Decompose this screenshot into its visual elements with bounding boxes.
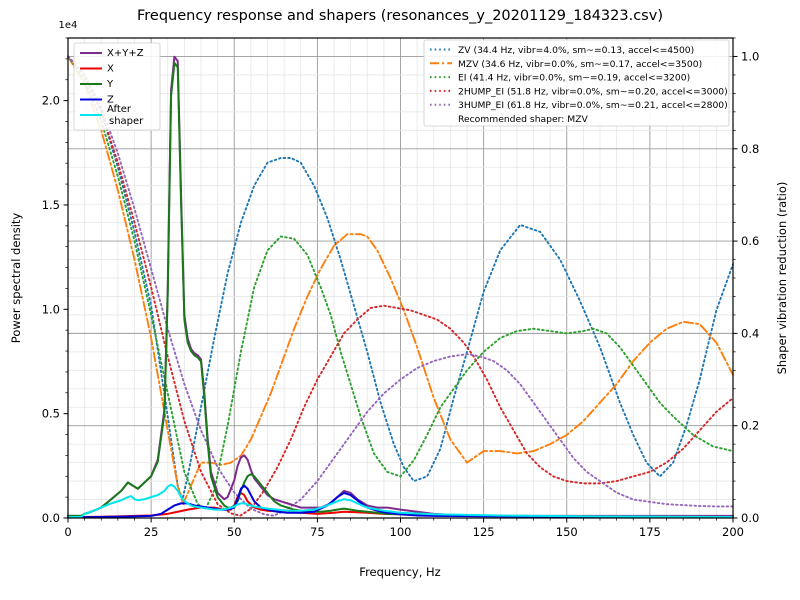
legend-shapers[interactable]: ZV (34.4 Hz, vibr=4.0%, sm~=0.13, accel<…	[423, 39, 730, 127]
x-tick-label: 200	[722, 525, 744, 539]
legend-label: Y	[106, 79, 114, 90]
legend-psd-box	[73, 42, 161, 131]
psd-curve-z	[67, 484, 734, 519]
legend-item-zv[interactable]: ZV (34.4 Hz, vibr=4.0%, sm~=0.13, accel<…	[430, 45, 694, 56]
y-tick-label: 0.5	[42, 407, 60, 421]
y-right-tick-label: 0.6	[741, 234, 759, 248]
legend-label: shaper	[109, 116, 144, 127]
legend-item-z[interactable]: Z	[80, 95, 114, 106]
chart-title: Frequency response and shapers (resonanc…	[137, 8, 663, 24]
legend-label: 3HUMP_EI (61.8 Hz, vibr=0.0%, sm~=0.21, …	[458, 100, 728, 111]
legend-item-x-y-z[interactable]: X+Y+Z	[80, 48, 144, 59]
y-tick-label: 0.0	[42, 511, 60, 525]
legend-item-y[interactable]: Y	[80, 79, 114, 90]
y-axis-right-label: Shaper vibration reduction (ratio)	[775, 182, 789, 375]
recommended-shaper-text: Recommended shaper: MZV	[458, 114, 588, 125]
y-right-tick-label: 1.0	[741, 49, 759, 63]
legend-label: 2HUMP_EI (51.8 Hz, vibr=0.0%, sm~=0.20, …	[458, 86, 728, 97]
y-right-tick-label: 0.8	[741, 142, 759, 156]
data-series-layer	[67, 55, 734, 519]
legend-item-mzv[interactable]: MZV (34.6 Hz, vibr=0.0%, sm~=0.17, accel…	[430, 59, 702, 70]
y-right-tick-label: 0.0	[741, 511, 759, 525]
legend-item-x[interactable]: X	[80, 64, 114, 75]
legend-label: EI (41.4 Hz, vibr=0.0%, sm~=0.19, accel<…	[458, 73, 690, 84]
y-tick-label: 1.5	[42, 198, 60, 212]
x-tick-label: 0	[64, 525, 71, 539]
legend-label: MZV (34.6 Hz, vibr=0.0%, sm~=0.17, accel…	[458, 59, 702, 70]
y-right-tick-label: 0.2	[741, 419, 759, 433]
legend-label: Z	[107, 95, 114, 106]
x-tick-label: 150	[556, 525, 578, 539]
shaper-curve-3hump_ei	[67, 55, 734, 517]
shaper-curve-ei	[67, 55, 734, 511]
x-tick-label: 125	[473, 525, 495, 539]
y-right-tick-label: 0.4	[741, 326, 759, 340]
x-tick-label: 75	[310, 525, 325, 539]
x-axis-label: Frequency, Hz	[359, 565, 440, 579]
y-axis-offset-text: 1e4	[59, 20, 78, 31]
legend-label: ZV (34.4 Hz, vibr=4.0%, sm~=0.13, accel<…	[458, 45, 694, 56]
legend-label: X	[107, 64, 114, 75]
legend-item-3hump_ei[interactable]: 3HUMP_EI (61.8 Hz, vibr=0.0%, sm~=0.21, …	[430, 100, 728, 111]
psd-curve-after-shaper	[67, 483, 734, 518]
legend-item-ei[interactable]: EI (41.4 Hz, vibr=0.0%, sm~=0.19, accel<…	[430, 73, 690, 84]
tick-labels-layer: 0 25 50 75 100 125 150 175 2000.00.51.01.52.00.0…	[42, 37, 759, 539]
x-tick-label: 175	[639, 525, 661, 539]
y-axis-label: Power spectral density	[9, 213, 23, 344]
y-tick-label: 1.0	[42, 302, 60, 316]
legend-label: After	[107, 104, 132, 115]
x-tick-label: 25	[144, 525, 159, 539]
x-tick-label: 50	[227, 525, 242, 539]
legend-item-2hump_ei[interactable]: 2HUMP_EI (51.8 Hz, vibr=0.0%, sm~=0.20, …	[430, 86, 728, 97]
y-tick-label: 2.0	[42, 94, 60, 108]
x-tick-label: 100	[390, 525, 412, 539]
shaper-curve-2hump_ei	[67, 55, 734, 517]
legend-shapers-box	[423, 39, 730, 127]
legend-label: X+Y+Z	[107, 48, 144, 59]
